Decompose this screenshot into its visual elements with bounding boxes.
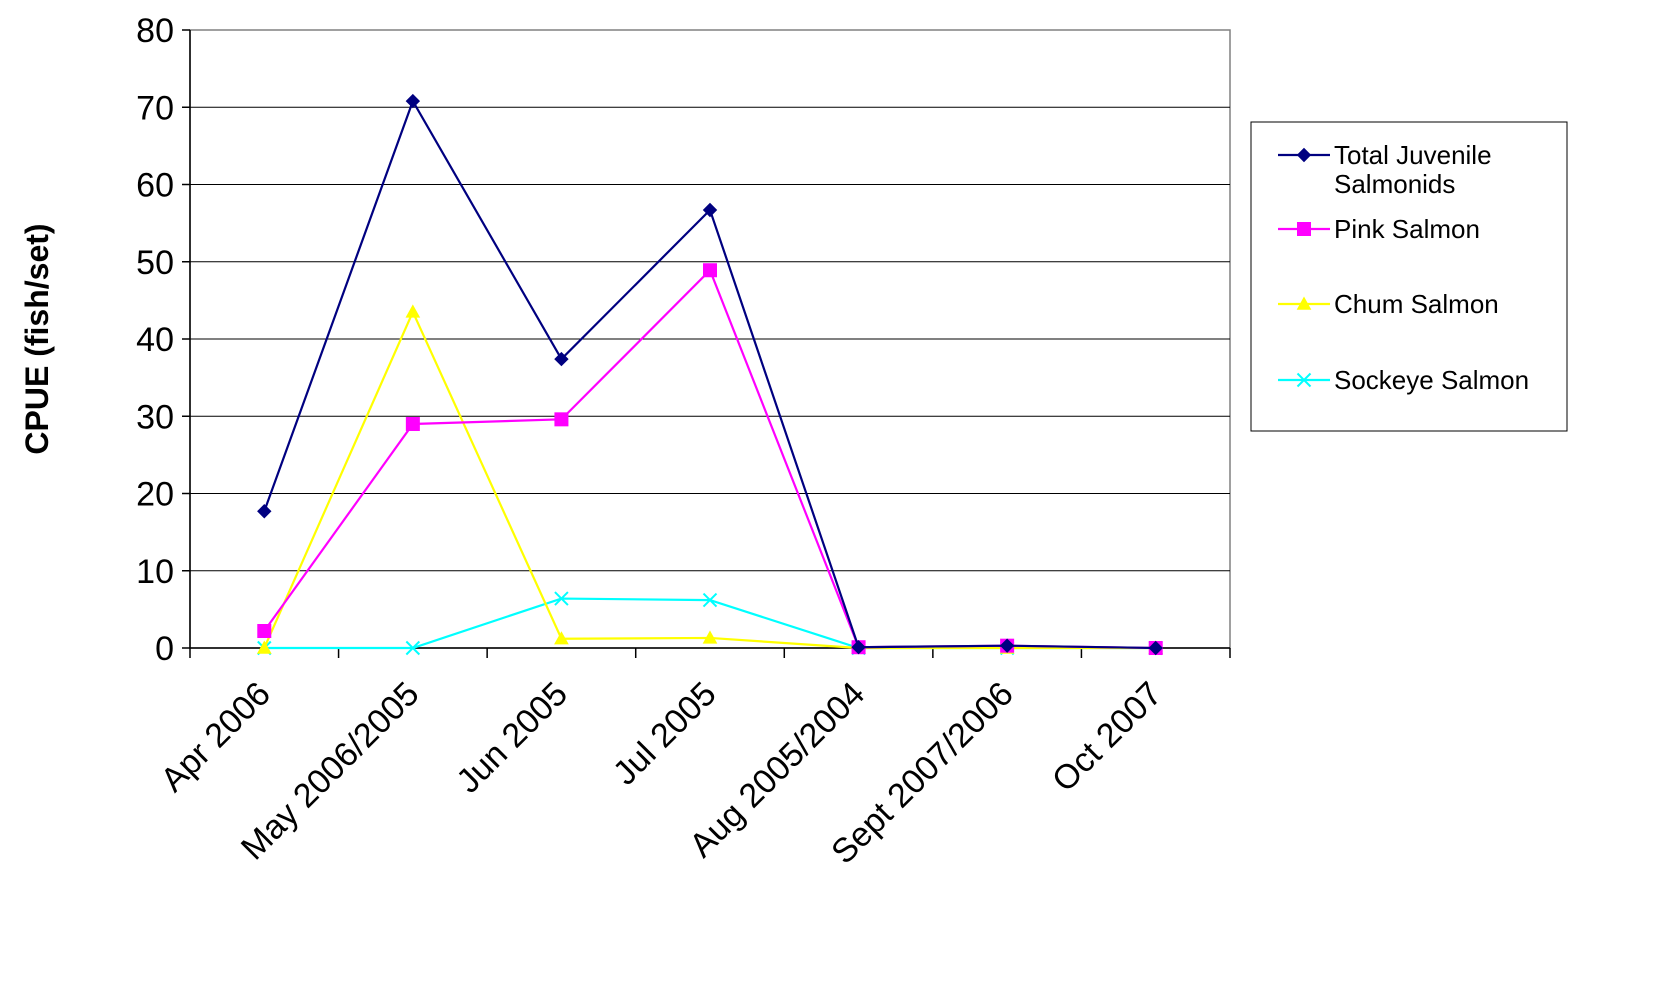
data-point-total-juvenile-salmonids	[1148, 640, 1163, 656]
data-point-chum-salmon	[405, 304, 421, 318]
data-point-total-juvenile-salmonids	[554, 351, 569, 367]
y-tick-label: 30	[136, 398, 174, 436]
legend-label: Total Juvenile	[1334, 140, 1492, 170]
data-point-sockeye-salmon	[405, 640, 421, 656]
data-point-pink-salmon	[257, 624, 272, 639]
legend-item-pink-salmon: Pink Salmon	[1278, 214, 1480, 244]
legend-item-chum-salmon: Chum Salmon	[1278, 289, 1499, 319]
legend-swatch-marker	[1297, 222, 1311, 236]
data-point-total-juvenile-salmonids	[851, 640, 866, 655]
data-point-chum-salmon	[554, 631, 569, 645]
legend-label: Salmonids	[1334, 169, 1455, 199]
y-tick-label: 60	[136, 167, 174, 205]
legend-item-sockeye-salmon: Sockeye Salmon	[1278, 365, 1529, 395]
y-axis-label: CPUE (fish/set)	[19, 223, 55, 454]
legend-swatch-marker	[1296, 296, 1312, 310]
plot-area	[182, 29, 1231, 658]
y-tick-labels: 0 10 20 30 40 50 60 70 80	[136, 12, 174, 668]
data-point-sockeye-salmon-stroke	[554, 591, 569, 606]
data-point-pink-salmon	[703, 263, 717, 278]
legend-label: Sockeye Salmon	[1334, 365, 1529, 395]
y-tick-label: 50	[136, 244, 174, 282]
data-point-sockeye-salmon-stroke	[405, 640, 421, 656]
data-point-total-juvenile-salmonids	[999, 638, 1015, 653]
data-point-total-juvenile-salmonids	[702, 202, 718, 218]
x-tick-label: Apr 2006	[153, 675, 277, 799]
y-tick-label: 10	[136, 553, 174, 591]
data-point-sockeye-salmon-stroke	[702, 592, 718, 608]
y-tick-label: 0	[155, 630, 174, 668]
y-tick-label: 70	[136, 89, 174, 127]
y-tick-label: 80	[136, 12, 174, 50]
data-point-pink-salmon	[554, 412, 569, 427]
data-point-sockeye-salmon	[702, 592, 718, 608]
data-point-total-juvenile-salmonids	[257, 504, 272, 519]
data-point-chum-salmon	[702, 630, 718, 644]
x-tick-label: Oct 2007	[1045, 675, 1169, 799]
legend-label: Pink Salmon	[1334, 214, 1480, 244]
legend-swatch-marker	[1296, 372, 1312, 388]
legend-swatch-marker	[1296, 147, 1312, 163]
y-tick-label: 20	[136, 476, 174, 514]
y-tick-label: 40	[136, 321, 174, 359]
legend-swatch-marker-stroke	[1296, 372, 1312, 388]
x-tick-label: Jul 2005	[606, 675, 724, 793]
series-layer	[256, 93, 1164, 656]
data-point-pink-salmon	[405, 416, 420, 431]
series-total-juvenile-salmonids	[257, 93, 1163, 656]
data-point-total-juvenile-salmonids	[405, 93, 421, 109]
data-point-sockeye-salmon	[554, 591, 569, 606]
legend-label: Chum Salmon	[1334, 289, 1499, 319]
x-tick-label: Jun 2005	[449, 675, 575, 801]
data-point-chum-salmon	[256, 640, 272, 654]
